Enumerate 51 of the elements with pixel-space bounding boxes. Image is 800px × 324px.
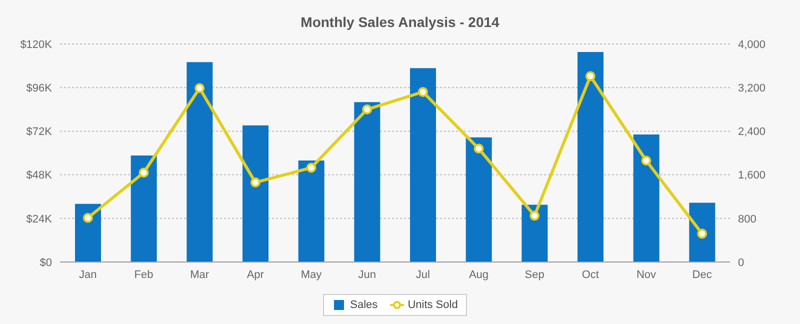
bar: [354, 102, 380, 262]
chart-title: Monthly Sales Analysis - 2014: [300, 14, 500, 30]
point: [530, 210, 540, 221]
bar: [410, 68, 436, 262]
legend-label: Units Sold: [406, 299, 458, 311]
y-tick-label: $96K: [26, 82, 53, 95]
legend-label: Sales: [349, 299, 378, 311]
y2-tick-label: 800: [738, 213, 756, 226]
x-tick-label: Mar: [190, 268, 210, 281]
point: [418, 86, 428, 97]
x-tick-label: May: [300, 268, 322, 281]
x-tick-label: Jul: [416, 268, 430, 281]
point: [250, 177, 260, 188]
y2-tick-label: 2,400: [738, 126, 766, 138]
x-tick-label: Aug: [468, 268, 489, 281]
bar: [75, 204, 101, 262]
point: [697, 228, 708, 239]
y2-tick-label: 0: [738, 256, 744, 269]
point: [194, 83, 205, 94]
bar: [242, 125, 268, 262]
bar: [130, 156, 157, 262]
y2-tick-label: 1,600: [738, 170, 766, 182]
x-tick-label: Dec: [692, 268, 712, 281]
bar: [466, 137, 492, 262]
y-tick-label: $48K: [26, 170, 53, 182]
bar: [522, 204, 548, 262]
point: [138, 168, 149, 178]
bar: [298, 160, 324, 262]
y-tick-label: $24K: [26, 213, 53, 226]
x-tick-label: Apr: [246, 268, 264, 281]
point: [585, 71, 596, 82]
x-tick-label: Oct: [582, 268, 599, 281]
x-tick-label: Nov: [636, 268, 657, 281]
point: [474, 144, 484, 154]
bar: [186, 62, 213, 262]
y-tick-label: $0: [40, 256, 52, 269]
y2-tick-label: 3,200: [738, 82, 766, 95]
x-tick-label: Sep: [524, 268, 544, 281]
y-tick-label: $72K: [26, 126, 53, 138]
bar: [578, 52, 604, 262]
bar: [633, 134, 660, 262]
x-tick-label: Feb: [134, 268, 154, 281]
point: [641, 156, 652, 166]
x-tick-label: Jan: [79, 268, 97, 281]
y-tick-label: $120K: [20, 38, 53, 51]
point: [82, 212, 93, 223]
x-tick-label: Jun: [358, 268, 376, 281]
y2-tick-label: 4,000: [738, 38, 766, 51]
point: [306, 162, 316, 173]
bar: [689, 202, 716, 262]
point: [362, 104, 372, 114]
